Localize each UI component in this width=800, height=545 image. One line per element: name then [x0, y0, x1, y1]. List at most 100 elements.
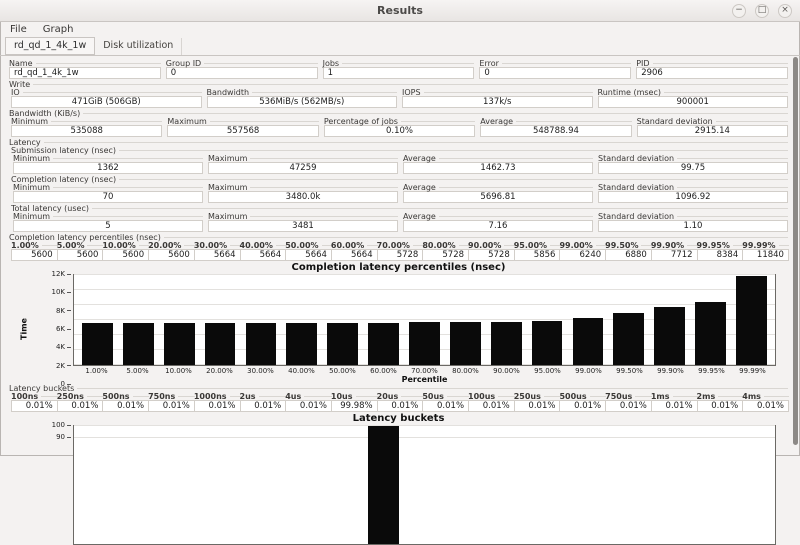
clat-minimum: Minimum70 — [13, 183, 203, 203]
pct-99-99-value[interactable]: 11840 — [742, 249, 789, 261]
pct-70-00: 70.00%5728 — [377, 241, 424, 261]
write-bandwidth-value[interactable]: 536MiB/s (562MB/s) — [207, 96, 398, 108]
pct-99-95-value[interactable]: 8384 — [697, 249, 744, 261]
field-label: IOPS — [402, 88, 424, 97]
job-group-id-value[interactable]: 0 — [166, 67, 318, 79]
job-name-value[interactable]: rd_qd_1_4k_1w — [9, 67, 161, 79]
plot-area — [73, 425, 776, 545]
bandwidth-maximum-value[interactable]: 557568 — [167, 125, 318, 137]
menu-graph[interactable]: Graph — [43, 24, 74, 35]
slat-standard-deviation-value[interactable]: 99.75 — [598, 162, 788, 174]
bucket-250us-value[interactable]: 0.01% — [514, 400, 561, 412]
pct-99-90-value[interactable]: 7712 — [651, 249, 698, 261]
maximize-icon[interactable]: □ — [755, 4, 769, 18]
tlat-standard-deviation-value[interactable]: 1.10 — [598, 220, 788, 232]
bandwidth-standard-deviation-value[interactable]: 2915.14 — [637, 125, 788, 137]
bandwidth-percentage-of-jobs-value[interactable]: 0.10% — [324, 125, 475, 137]
results-pane: Namerd_qd_1_4k_1wGroup ID0Jobs1Error0PID… — [0, 56, 800, 545]
bucket-1ms-value[interactable]: 0.01% — [651, 400, 698, 412]
chart-title: Completion latency percentiles (nsec) — [9, 262, 788, 274]
write-runtime-msec-value[interactable]: 900001 — [598, 96, 789, 108]
pct-95-00-value[interactable]: 5856 — [514, 249, 561, 261]
field-rule — [252, 92, 397, 93]
field-label: 1ms — [651, 392, 673, 401]
pct-99-00-value[interactable]: 6240 — [559, 249, 606, 261]
percentiles-table: 1.00%56005.00%560010.00%560020.00%560030… — [9, 241, 788, 261]
pct-5-00-value[interactable]: 5600 — [57, 249, 104, 261]
slat-maximum-value[interactable]: 47259 — [208, 162, 398, 174]
bar-slot — [731, 275, 772, 365]
bucket-100ns: 100ns0.01% — [11, 392, 58, 412]
tab-job-result[interactable]: rd_qd_1_4k_1w — [5, 37, 95, 55]
bucket-10us-value[interactable]: 99.98% — [331, 400, 378, 412]
write-bandwidth: Bandwidth536MiB/s (562MB/s) — [207, 88, 398, 108]
pct-80-00-value[interactable]: 5728 — [422, 249, 469, 261]
x-tick: 80.00% — [445, 367, 486, 375]
x-tick: 99.00% — [568, 367, 609, 375]
bucket-100ns-value[interactable]: 0.01% — [11, 400, 58, 412]
write-io-value[interactable]: 471GiB (506GB) — [11, 96, 202, 108]
bucket-750ns-value[interactable]: 0.01% — [148, 400, 195, 412]
x-tick: 40.00% — [281, 367, 322, 375]
bar-slot — [77, 275, 118, 365]
scrollbar-thumb[interactable] — [793, 57, 798, 445]
bar-60-00 — [368, 323, 399, 365]
field-label: Standard deviation — [637, 117, 716, 126]
pct-40-00-value[interactable]: 5664 — [240, 249, 287, 261]
job-jobs-value[interactable]: 1 — [323, 67, 475, 79]
bucket-4us-value[interactable]: 0.01% — [285, 400, 332, 412]
bucket-20us-value[interactable]: 0.01% — [377, 400, 424, 412]
pct-95-00: 95.00%5856 — [514, 241, 561, 261]
bucket-100us-value[interactable]: 0.01% — [468, 400, 515, 412]
y-axis-ticks: 10090 — [35, 425, 71, 545]
write-iops-value[interactable]: 137k/s — [402, 96, 593, 108]
pct-20-00-value[interactable]: 5600 — [148, 249, 195, 261]
slat-average-value[interactable]: 1462.73 — [403, 162, 593, 174]
tlat-average-value[interactable]: 7.16 — [403, 220, 593, 232]
pct-99-50-value[interactable]: 6880 — [605, 249, 652, 261]
slat-minimum-value[interactable]: 1362 — [13, 162, 203, 174]
field-label: 500ns — [102, 392, 132, 401]
clat-minimum-value[interactable]: 70 — [13, 191, 203, 203]
vertical-scrollbar[interactable] — [792, 57, 799, 453]
tlat-minimum-value[interactable]: 5 — [13, 220, 203, 232]
tlat-maximum-value[interactable]: 3481 — [208, 220, 398, 232]
job-group-id: Group ID0 — [166, 59, 318, 79]
bucket-250ns-value[interactable]: 0.01% — [57, 400, 104, 412]
bucket-2ms-value[interactable]: 0.01% — [697, 400, 744, 412]
bars — [74, 426, 775, 544]
pct-10-00-value[interactable]: 5600 — [102, 249, 149, 261]
field-rule — [677, 216, 788, 217]
job-error-value[interactable]: 0 — [479, 67, 631, 79]
clat-standard-deviation-value[interactable]: 1096.92 — [598, 191, 788, 203]
pct-90-00-value[interactable]: 5728 — [468, 249, 515, 261]
bandwidth-average-value[interactable]: 548788.94 — [480, 125, 631, 137]
title-bar[interactable]: Results − □ × — [0, 0, 800, 22]
bucket-500us-value[interactable]: 0.01% — [559, 400, 606, 412]
pct-60-00-value[interactable]: 5664 — [331, 249, 378, 261]
bucket-750us-value[interactable]: 0.01% — [605, 400, 652, 412]
pct-70-00-value[interactable]: 5728 — [377, 249, 424, 261]
pct-30-00-value[interactable]: 5664 — [194, 249, 241, 261]
field-rule — [718, 396, 743, 397]
field-rule — [401, 396, 423, 397]
clat-maximum-value[interactable]: 3480.0k — [208, 191, 398, 203]
completion-latency-percentiles-chart: Completion latency percentiles (nsec) Ti… — [9, 262, 788, 384]
tab-disk-utilization[interactable]: Disk utilization — [95, 38, 182, 55]
bucket-2us-value[interactable]: 0.01% — [240, 400, 287, 412]
menu-file[interactable]: File — [10, 24, 27, 35]
pct-50-00-value[interactable]: 5664 — [285, 249, 332, 261]
close-icon[interactable]: × — [778, 4, 792, 18]
completion-latency-section: Completion latency (nsec) Minimum70Maxim… — [11, 175, 788, 203]
bucket-50us-value[interactable]: 0.01% — [422, 400, 469, 412]
bucket-50us: 50us0.01% — [422, 392, 469, 412]
pct-1-00-value[interactable]: 5600 — [11, 249, 58, 261]
bucket-4ms-value[interactable]: 0.01% — [742, 400, 789, 412]
clat-average-value[interactable]: 5696.81 — [403, 191, 593, 203]
bucket-1000ns-value[interactable]: 0.01% — [194, 400, 241, 412]
bandwidth-minimum-value[interactable]: 535088 — [11, 125, 162, 137]
job-pid-value[interactable]: 2906 — [636, 67, 788, 79]
minimize-icon[interactable]: − — [732, 4, 746, 18]
bucket-500ns-value[interactable]: 0.01% — [102, 400, 149, 412]
bar-slot — [363, 275, 404, 365]
